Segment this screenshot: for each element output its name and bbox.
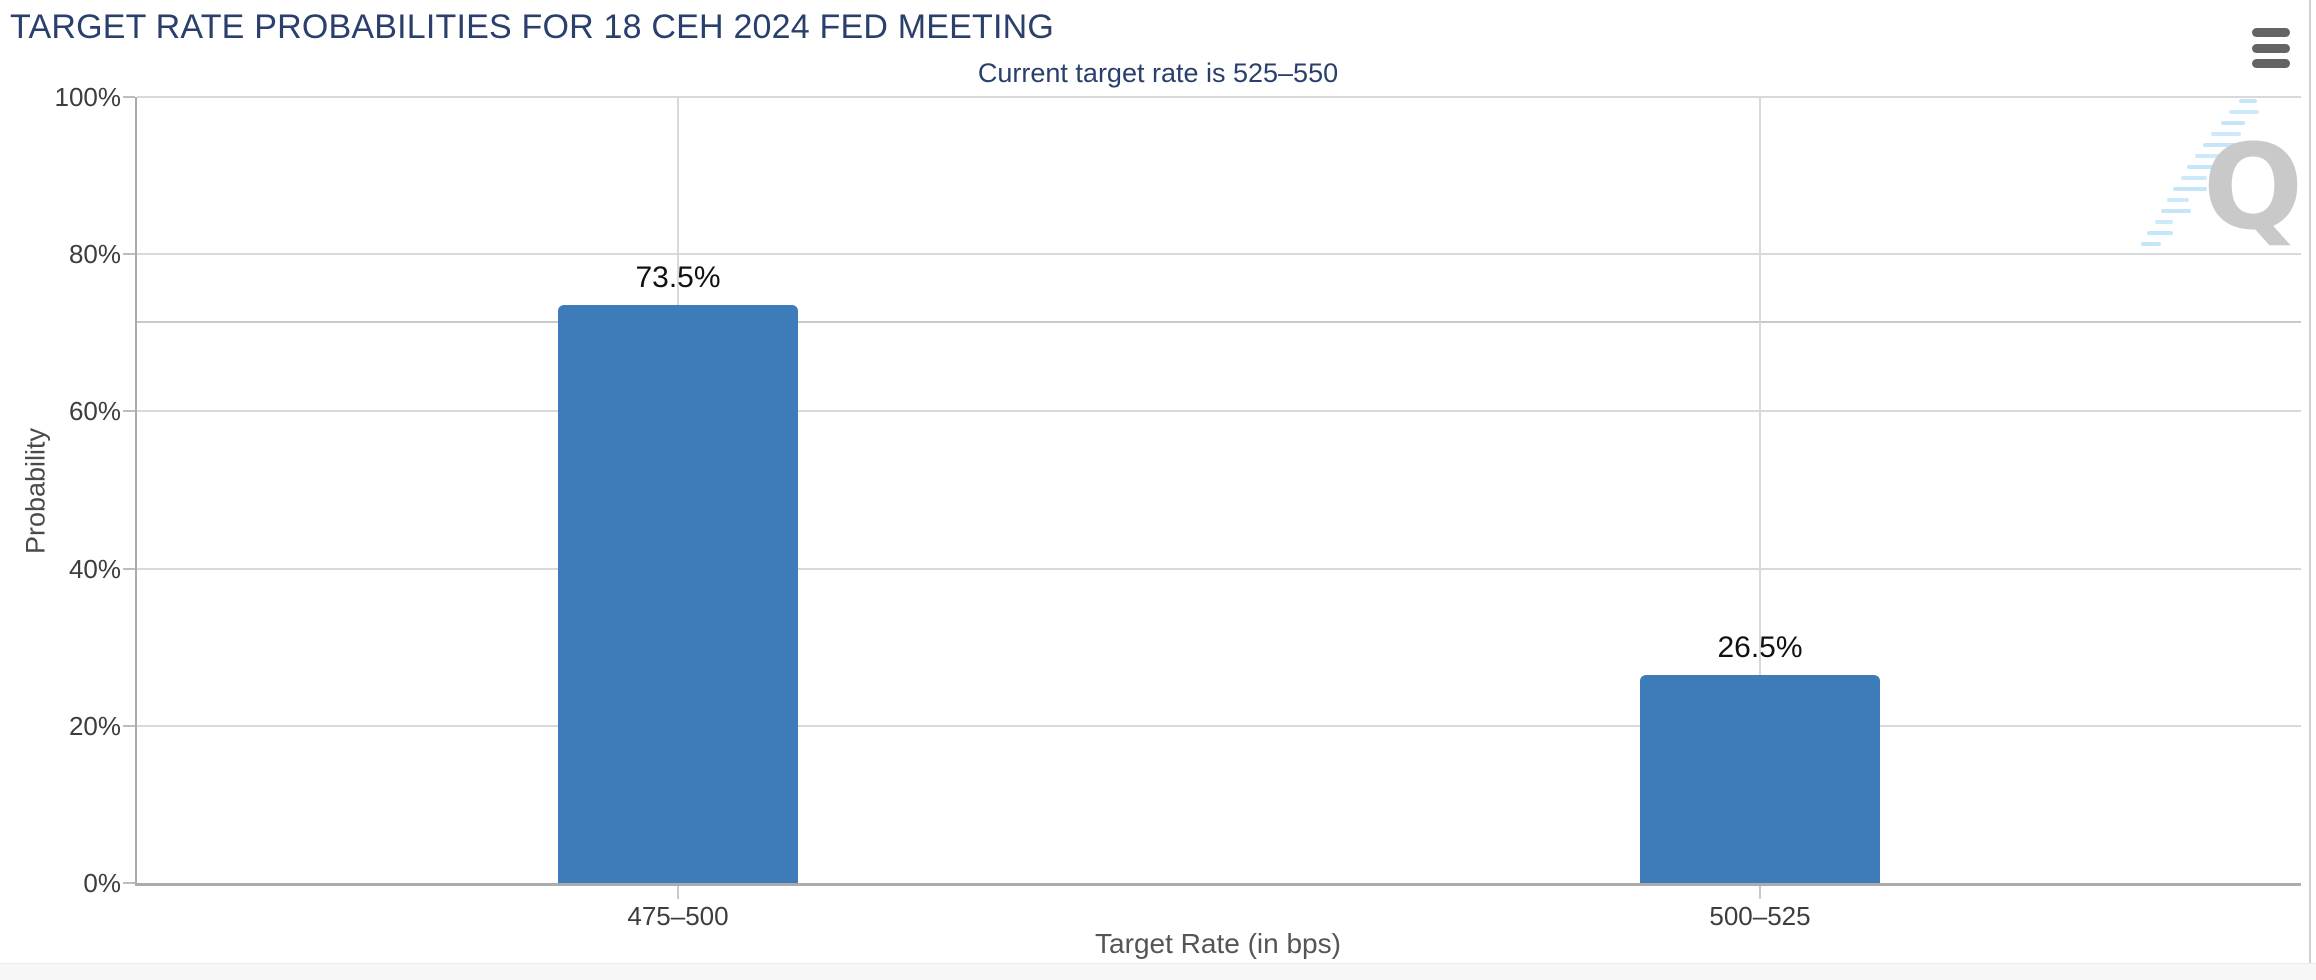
y-tick-mark [123, 882, 135, 884]
bar-column: 26.5% [1640, 97, 1880, 883]
x-tick-mark [1759, 886, 1761, 899]
page-right-border [2309, 0, 2311, 963]
y-tick-label: 0% [83, 868, 121, 898]
x-category-label: 475–500 [627, 901, 729, 931]
gridline-horizontal [137, 567, 2301, 570]
bar-value-label: 26.5% [1717, 630, 1803, 664]
y-tick-label: 40% [68, 553, 121, 584]
y-tick-mark [123, 410, 135, 413]
plot-area: 0% 20% 40% 60% 80% 100% 73.5% 475–500 26.5% 500–5… [55, 84, 2301, 931]
chart-subtitle: Current target rate is 525–550 [977, 58, 1339, 88]
x-axis-title: Target Rate (in bps) [1095, 928, 1341, 959]
y-tick-mark [123, 724, 135, 727]
bar-value-label: 73.5% [635, 261, 721, 295]
bar-column: 73.5% [558, 97, 798, 883]
y-tick-mark [123, 96, 135, 98]
y-tick-label: 60% [68, 396, 121, 427]
y-tick-mark [123, 567, 135, 570]
hamburger-menu-icon [2252, 59, 2290, 68]
gridline-horizontal [137, 410, 2301, 413]
bar [558, 305, 798, 883]
y-tick-label: 20% [68, 710, 121, 741]
bar [1640, 674, 1880, 883]
gridline-horizontal [137, 724, 2301, 727]
gridline-horizontal [137, 96, 2301, 98]
y-tick-label: 80% [68, 239, 121, 270]
page-title: TARGET RATE PROBABILITIES FOR 18 CEH 202… [10, 8, 1055, 46]
page-bottom-strip [0, 963, 2316, 980]
chart-context-menu-button[interactable] [2252, 28, 2290, 68]
hamburger-menu-icon [2252, 28, 2290, 37]
x-category-label: 500–525 [1709, 901, 1811, 931]
x-tick-mark [677, 886, 679, 899]
y-axis-title: Probability [20, 427, 51, 555]
gridline-horizontal [137, 253, 2301, 256]
hamburger-menu-icon [2252, 43, 2290, 53]
gridline-vertical [1759, 97, 1761, 883]
reference-line [137, 320, 2301, 323]
y-tick-label: 100% [54, 82, 122, 112]
y-tick-mark [123, 253, 135, 256]
